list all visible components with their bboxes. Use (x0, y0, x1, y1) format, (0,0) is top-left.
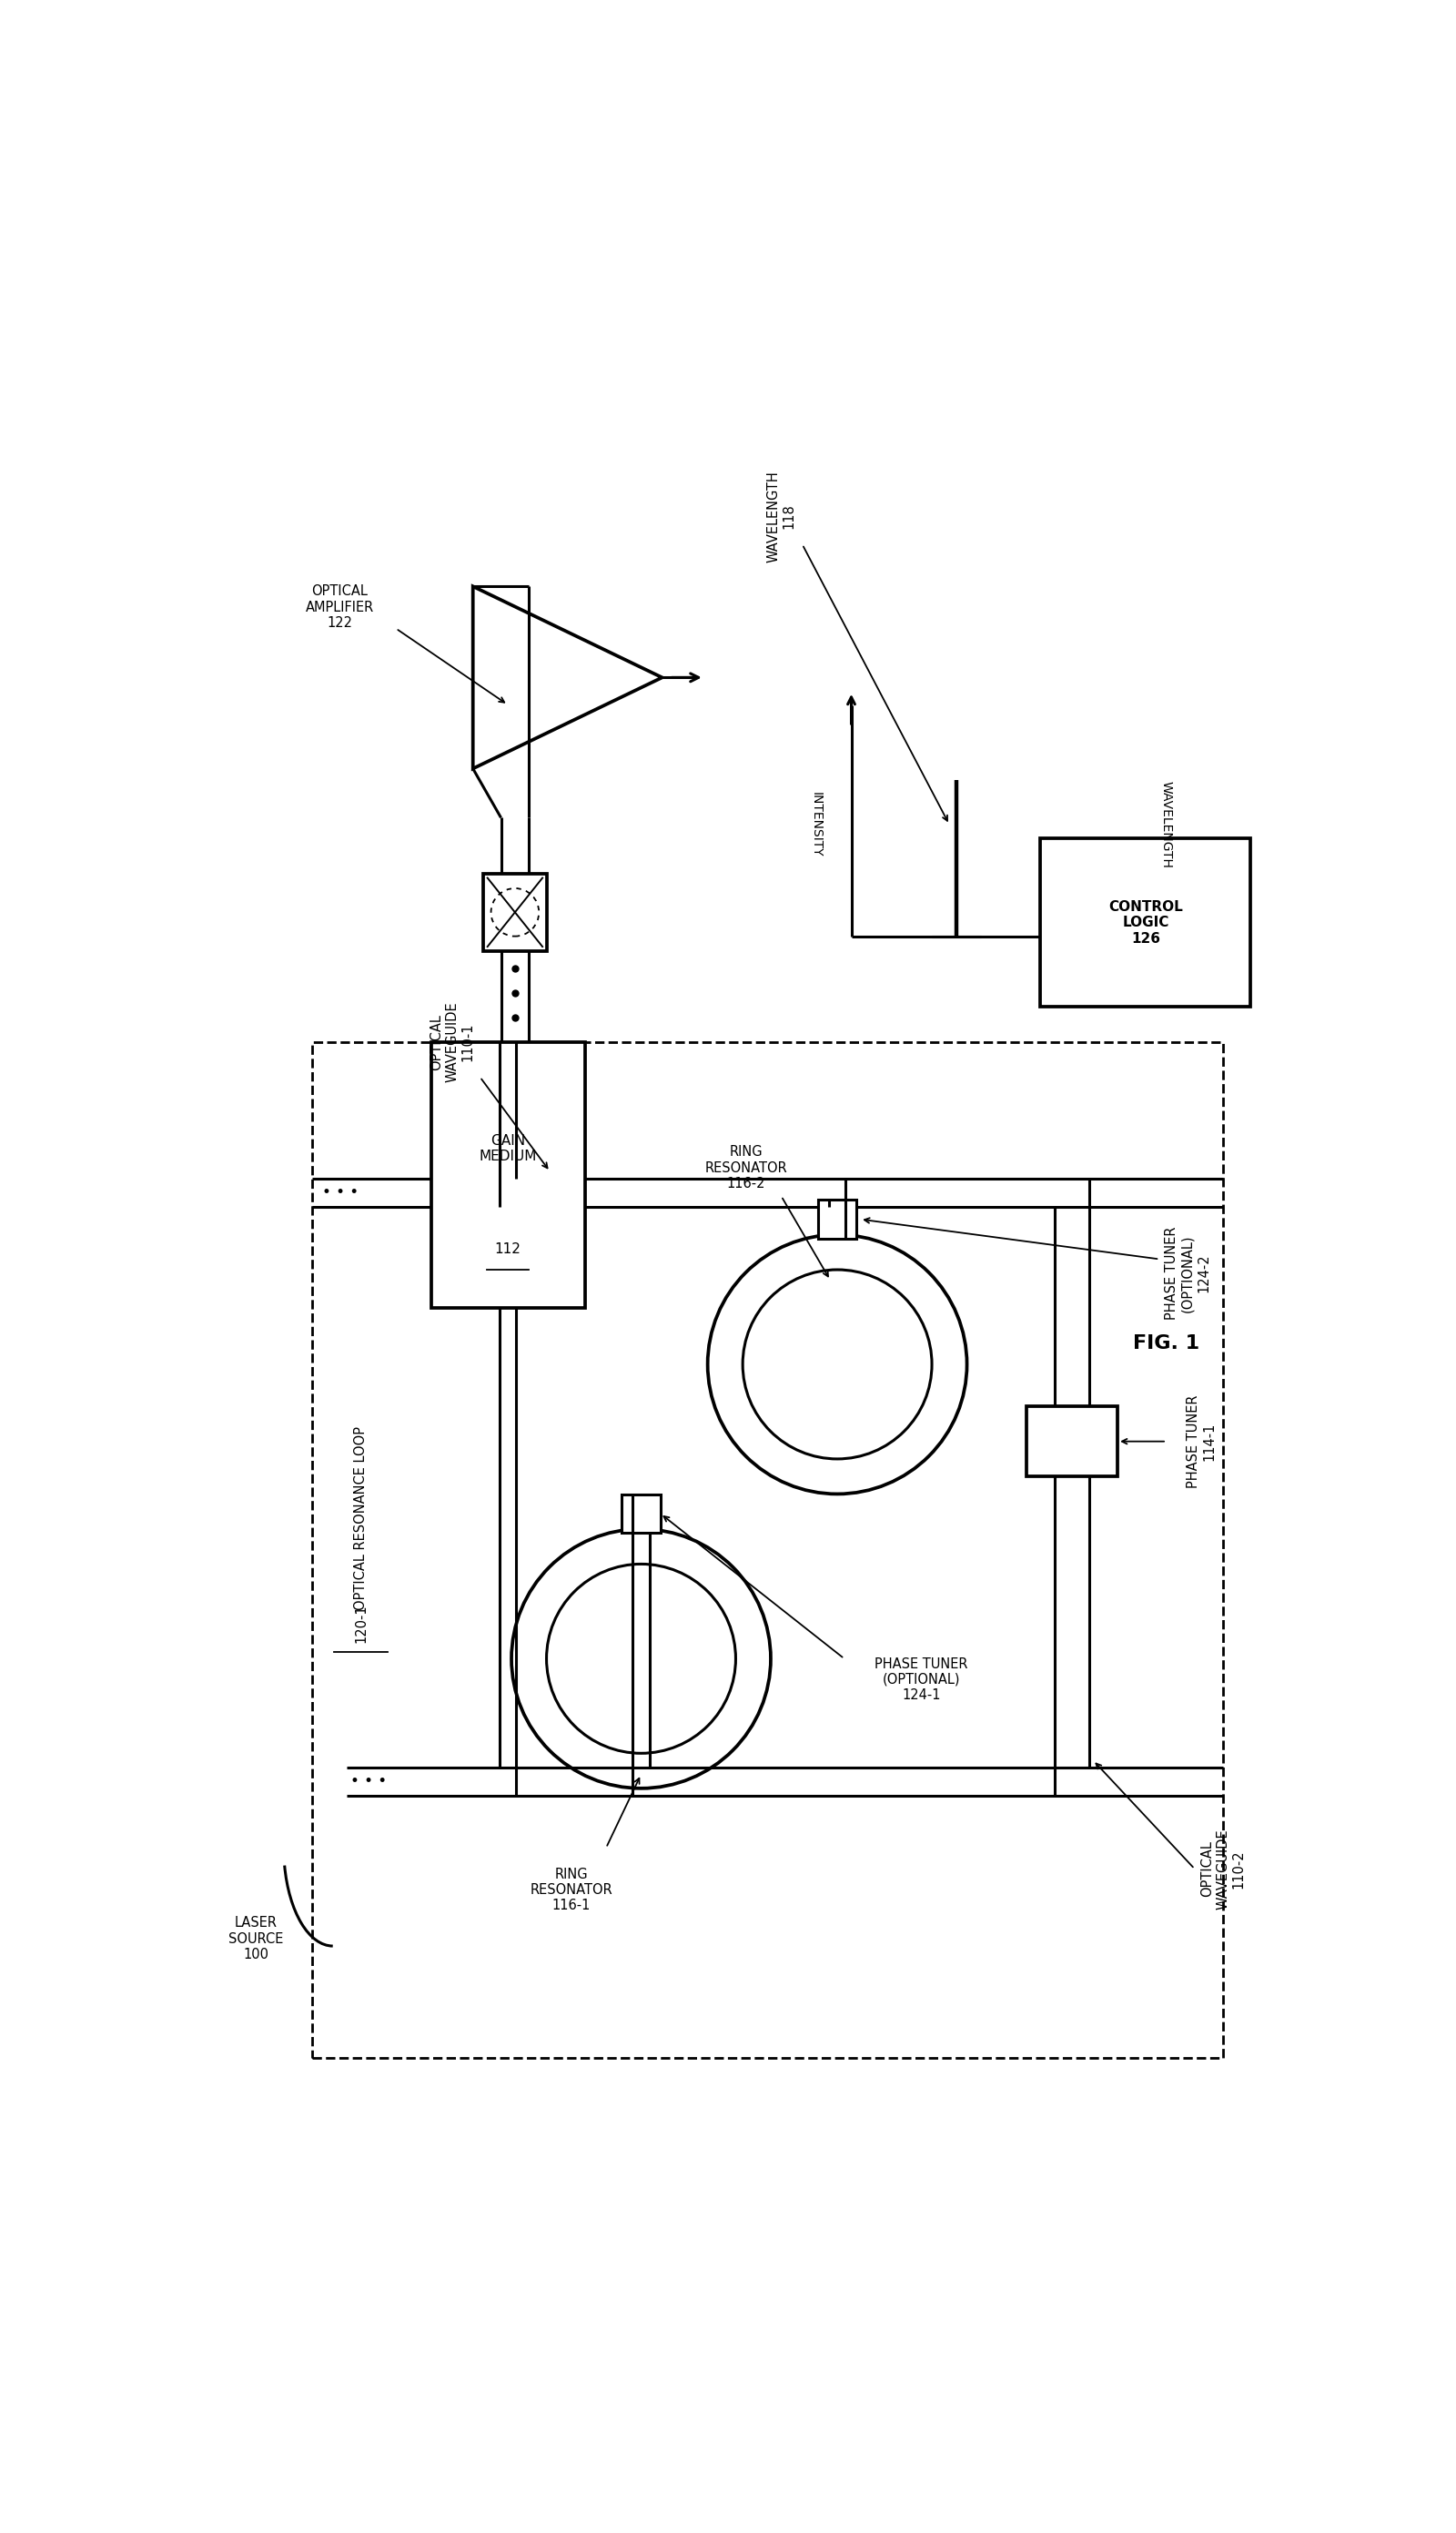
Text: WAVELENGTH: WAVELENGTH (1160, 780, 1174, 869)
Text: PHASE TUNER
(OPTIONAL)
124-2: PHASE TUNER (OPTIONAL) 124-2 (1165, 1226, 1210, 1320)
Text: RING
RESONATOR
116-1: RING RESONATOR 116-1 (530, 1867, 613, 1912)
Text: FIG. 1: FIG. 1 (1133, 1335, 1200, 1353)
Bar (622, 1494, 661, 1532)
Bar (1026, 1406, 1118, 1477)
Bar (312, 1041, 1223, 2059)
Bar (483, 874, 546, 950)
Bar (818, 1201, 856, 1239)
Text: CONTROL
LOGIC
126: CONTROL LOGIC 126 (1108, 899, 1182, 945)
Text: OPTICAL
WAVEGUIDE
110-1: OPTICAL WAVEGUIDE 110-1 (430, 1001, 475, 1082)
Text: OPTICAL
AMPLIFIER
122: OPTICAL AMPLIFIER 122 (306, 585, 374, 631)
Text: WAVELENGTH
118: WAVELENGTH 118 (766, 471, 796, 562)
Text: OPTICAL RESONANCE LOOP: OPTICAL RESONANCE LOOP (354, 1426, 367, 1611)
Text: RING
RESONATOR
116-2: RING RESONATOR 116-2 (705, 1145, 788, 1191)
Text: LASER
SOURCE
100: LASER SOURCE 100 (229, 1917, 282, 1961)
Text: 112: 112 (495, 1244, 521, 1256)
Text: INTENSITY: INTENSITY (810, 793, 823, 856)
Bar (431, 1041, 585, 1307)
Text: GAIN
MEDIUM: GAIN MEDIUM (479, 1135, 537, 1163)
Text: • • •: • • • (351, 1773, 387, 1788)
Text: OPTICAL
WAVEGUIDE
110-2: OPTICAL WAVEGUIDE 110-2 (1200, 1829, 1245, 1910)
Text: PHASE TUNER
114-1: PHASE TUNER 114-1 (1187, 1396, 1216, 1487)
Text: • • •: • • • (322, 1185, 358, 1201)
Bar (1041, 838, 1251, 1008)
Text: 120-1: 120-1 (354, 1603, 367, 1644)
Text: PHASE TUNER
(OPTIONAL)
124-1: PHASE TUNER (OPTIONAL) 124-1 (875, 1657, 968, 1702)
